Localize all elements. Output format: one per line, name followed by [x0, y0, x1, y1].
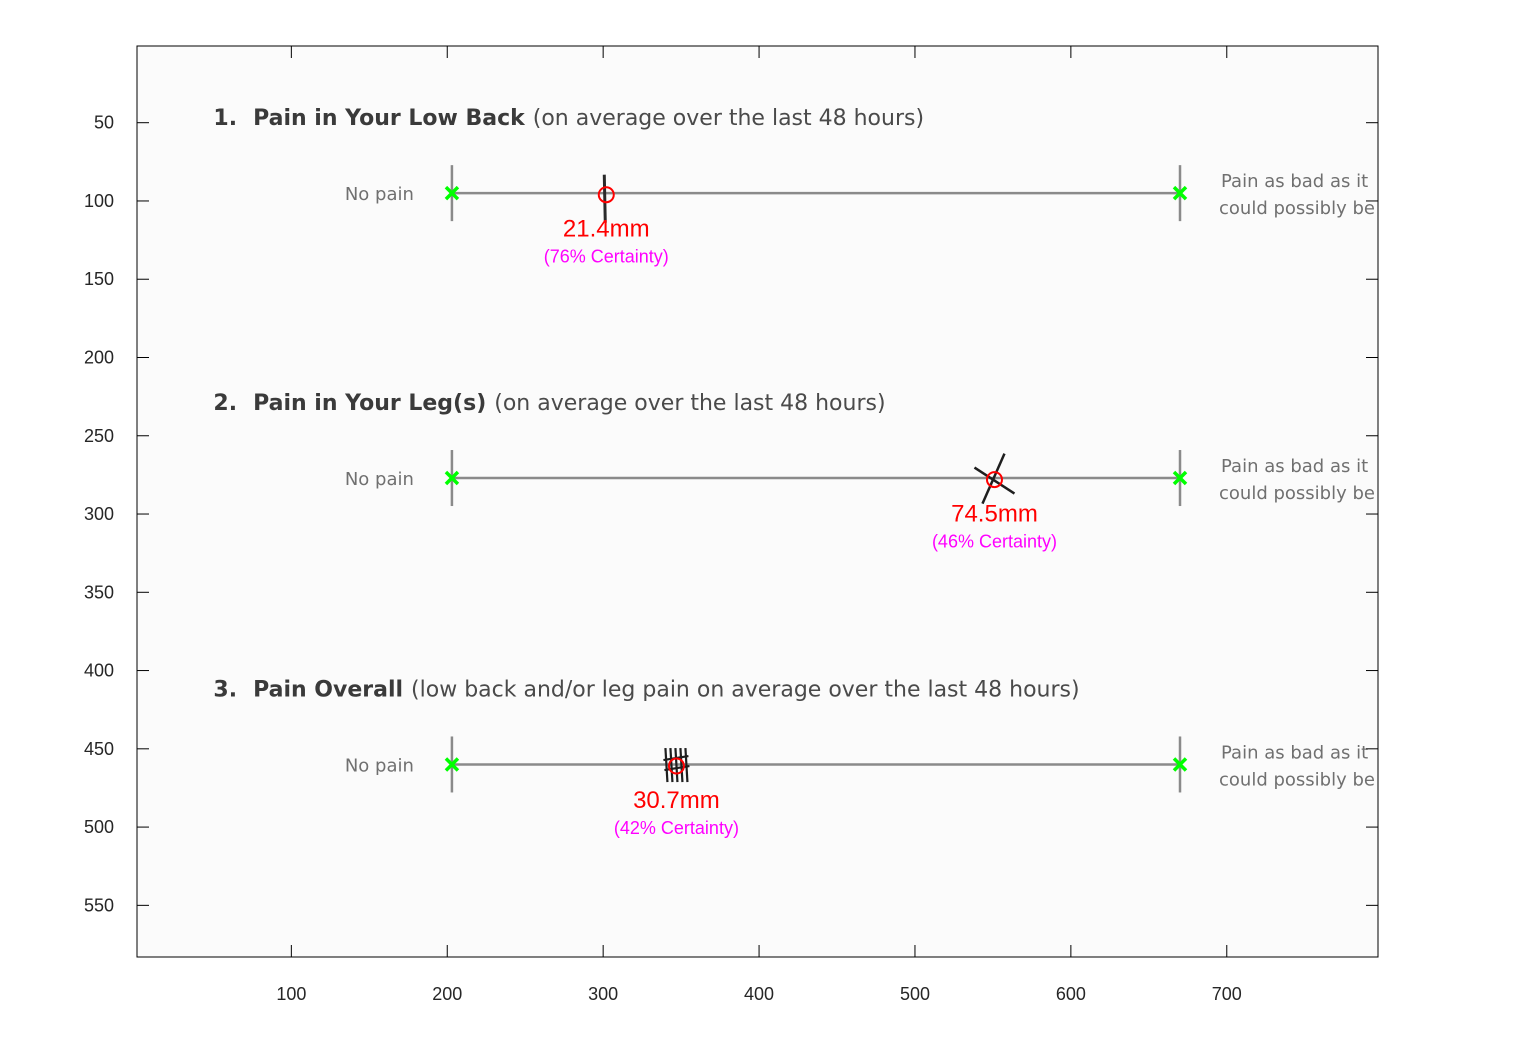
question-2-measurement-label: 74.5mm: [951, 501, 1038, 528]
question-3-certainty-label: (42% Certainty): [614, 818, 739, 838]
question-1-certainty-label: (76% Certainty): [544, 247, 669, 267]
question-3-measurement-label: 30.7mm: [633, 787, 720, 814]
question-1-right-anchor-line2: could possibly be: [1219, 198, 1375, 219]
x-tick-label-500: 500: [900, 984, 930, 1004]
question-3-start-endpoint-marker: [444, 757, 460, 772]
question-1-detected-mark: [597, 186, 615, 204]
x-tick-label-200: 200: [432, 984, 462, 1004]
question-3-title-rest: (low back and/or leg pain on average ove…: [411, 677, 1080, 702]
question-2-title-rest: (on average over the last 48 hours): [494, 391, 885, 416]
question-3-hand-mark-stroke-4: [679, 747, 684, 783]
question-3-detected-mark: [667, 757, 685, 775]
y-tick-label-350: 350: [84, 582, 114, 602]
x-tick-label-300: 300: [588, 984, 618, 1004]
question-3-end-endpoint-stroke-b: [1172, 757, 1188, 772]
question-2-hand-mark-stroke-b: [981, 453, 1006, 505]
question-1-title-rest: (on average over the last 48 hours): [533, 106, 924, 131]
axes-box: [136, 45, 1379, 958]
y-tick-label-400: 400: [84, 661, 114, 681]
question-1-hand-mark: [602, 174, 607, 223]
question-2-start-endpoint-stroke-b: [444, 470, 460, 486]
question-2-end-endpoint-marker: [1172, 470, 1188, 486]
question-2-detected-mark: [985, 471, 1003, 489]
question-3-right-anchor-line2: could possibly be: [1219, 769, 1375, 790]
question-3-hand-mark-stroke-1: [664, 747, 669, 783]
question-1-end-endpoint-marker: [1172, 185, 1188, 201]
question-1-right-anchor-line1: Pain as bad as it: [1221, 171, 1368, 192]
question-3-hand-mark-stroke-5: [684, 747, 689, 783]
y-tick-label-500: 500: [84, 817, 114, 837]
question-3-left-anchor: No pain: [345, 755, 414, 776]
question-3-hand-mark-stroke-3: [674, 747, 679, 783]
y-tick-label-300: 300: [84, 504, 114, 524]
question-2-hand-mark-stroke-a: [973, 466, 1016, 495]
question-3-title: 3. Pain Overall (low back and/or leg pain …: [213, 677, 1079, 702]
y-tick-label-150: 150: [84, 269, 114, 289]
question-2-left-anchor: No pain: [345, 469, 414, 490]
question-2-title: 2. Pain in Your Leg(s) (on average over th…: [213, 391, 885, 416]
question-1-start-endpoint-stroke-b: [444, 185, 460, 201]
question-3-number: 3.: [213, 677, 237, 702]
question-2-title-bold: Pain in Your Leg(s): [253, 391, 486, 416]
annotation-overlay: 21.4mm (76% Certainty) 74.5mm (46% Certaint…: [444, 185, 1188, 838]
question-3-hand-mark-stroke-2: [669, 747, 674, 783]
x-tick-label-100: 100: [276, 984, 306, 1004]
question-1-start-endpoint-marker: [444, 185, 460, 201]
scanned-form: 1. Pain in Your Low Back (on average over …: [213, 106, 1375, 793]
question-2-end-endpoint-stroke-b: [1172, 470, 1188, 486]
question-3-end-endpoint-marker: [1172, 757, 1188, 772]
question-1-title: 1. Pain in Your Low Back (on average over …: [213, 106, 924, 131]
question-3-hand-mark-cross-2: [664, 764, 690, 772]
y-tick-label-450: 450: [84, 739, 114, 759]
question-1-left-anchor: No pain: [345, 184, 414, 205]
question-1-measurement-label: 21.4mm: [563, 216, 650, 243]
x-tick-label-600: 600: [1056, 984, 1086, 1004]
question-1-title-bold: Pain in Your Low Back: [253, 106, 526, 131]
question-3-title-bold: Pain Overall: [253, 677, 403, 702]
y-tick-label-50: 50: [94, 113, 114, 133]
y-tick-label-550: 550: [84, 895, 114, 915]
question-2-number: 2.: [213, 391, 237, 416]
x-tick-label-400: 400: [744, 984, 774, 1004]
question-2-certainty-label: (46% Certainty): [932, 532, 1057, 552]
axes: 100 200 300 400 500 600 700 50 100 150 200 250 300 35…: [84, 45, 1379, 1004]
scanned-form-background: [137, 46, 1378, 957]
y-tick-label-100: 100: [84, 191, 114, 211]
question-3-start-endpoint-stroke-b: [444, 757, 460, 772]
question-1-number: 1.: [213, 106, 237, 131]
question-2-right-anchor-line2: could possibly be: [1219, 483, 1375, 504]
y-tick-label-250: 250: [84, 426, 114, 446]
question-2-start-endpoint-marker: [444, 470, 460, 486]
question-3-right-anchor-line1: Pain as bad as it: [1221, 742, 1368, 763]
question-1-end-endpoint-stroke-b: [1172, 185, 1188, 201]
y-tick-label-200: 200: [84, 347, 114, 367]
question-2-right-anchor-line1: Pain as bad as it: [1221, 456, 1368, 477]
x-tick-label-700: 700: [1212, 984, 1242, 1004]
